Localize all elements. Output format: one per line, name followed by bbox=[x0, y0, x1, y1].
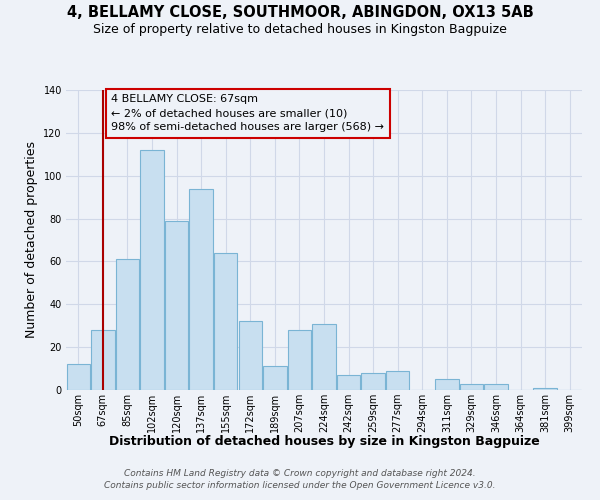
Bar bbox=[313, 324, 335, 390]
Text: Size of property relative to detached houses in Kingston Bagpuize: Size of property relative to detached ho… bbox=[93, 22, 507, 36]
Bar bbox=[67, 364, 90, 390]
Bar bbox=[386, 370, 409, 390]
Bar bbox=[91, 330, 115, 390]
Bar bbox=[116, 260, 139, 390]
Text: Contains HM Land Registry data © Crown copyright and database right 2024.
Contai: Contains HM Land Registry data © Crown c… bbox=[104, 468, 496, 490]
Bar bbox=[190, 188, 213, 390]
Bar bbox=[239, 322, 262, 390]
Bar bbox=[435, 380, 458, 390]
Bar bbox=[165, 220, 188, 390]
Bar bbox=[140, 150, 164, 390]
Bar bbox=[533, 388, 557, 390]
Bar bbox=[337, 375, 360, 390]
Y-axis label: Number of detached properties: Number of detached properties bbox=[25, 142, 38, 338]
Bar bbox=[361, 373, 385, 390]
Text: 4 BELLAMY CLOSE: 67sqm
← 2% of detached houses are smaller (10)
98% of semi-deta: 4 BELLAMY CLOSE: 67sqm ← 2% of detached … bbox=[112, 94, 385, 132]
Bar bbox=[484, 384, 508, 390]
Bar bbox=[263, 366, 287, 390]
Bar bbox=[214, 253, 238, 390]
Text: Distribution of detached houses by size in Kingston Bagpuize: Distribution of detached houses by size … bbox=[109, 435, 539, 448]
Text: 4, BELLAMY CLOSE, SOUTHMOOR, ABINGDON, OX13 5AB: 4, BELLAMY CLOSE, SOUTHMOOR, ABINGDON, O… bbox=[67, 5, 533, 20]
Bar bbox=[460, 384, 483, 390]
Bar bbox=[288, 330, 311, 390]
